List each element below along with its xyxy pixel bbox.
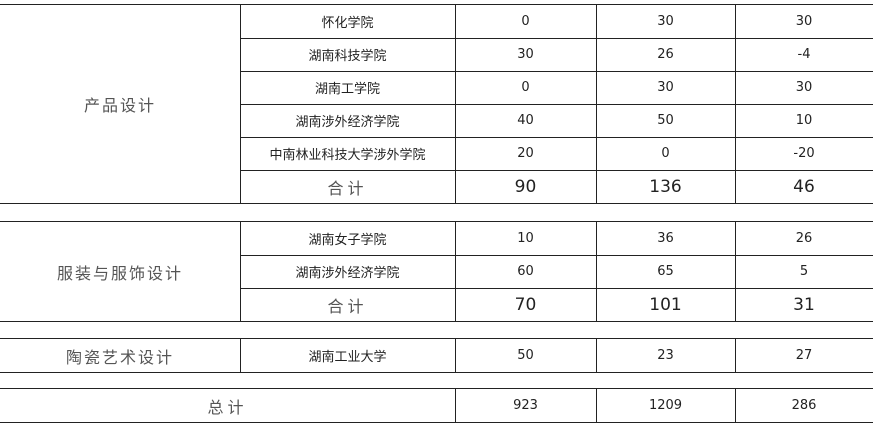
total-value-a: 923 (513, 398, 538, 413)
subtotal-value-c: 46 (793, 176, 815, 197)
row-divider (240, 137, 873, 138)
row-divider (240, 38, 873, 39)
column-divider (596, 389, 597, 422)
major-group: 产品设计 怀化学院 0 30 30 湖南科技学院 30 26 -4 湖南工学院 0 30 30 湖南涉外经… (0, 4, 873, 204)
value-a: 0 (521, 80, 530, 95)
value-c: 26 (795, 231, 813, 246)
subtotal-value-a: 70 (514, 294, 537, 315)
value-a: 60 (517, 264, 534, 279)
value-a: 10 (517, 231, 534, 246)
subtotal-value-b: 136 (649, 176, 682, 197)
major-name: 陶瓷艺术设计 (65, 347, 174, 367)
row-divider (240, 104, 873, 105)
value-a: 0 (521, 14, 530, 29)
subtotal-value-c: 31 (793, 294, 815, 315)
column-divider (455, 389, 456, 422)
column-divider (735, 222, 736, 321)
school-name: 湖南涉外经济学院 (295, 266, 400, 281)
column-divider (455, 339, 456, 372)
row-divider (240, 71, 873, 72)
value-b: 36 (657, 231, 674, 246)
total-value-b: 1209 (648, 398, 683, 413)
major-group: 陶瓷艺术设计 湖南工业大学 50 23 27 (0, 338, 873, 373)
value-b: 23 (657, 348, 674, 363)
value-b: 0 (661, 146, 670, 161)
value-c: 27 (795, 348, 813, 363)
value-a: 50 (517, 348, 534, 363)
column-divider (596, 222, 597, 321)
school-name: 湖南涉外经济学院 (295, 115, 400, 130)
major-name: 服装与服饰设计 (56, 263, 183, 283)
school-name: 湖南女子学院 (308, 233, 387, 248)
school-name: 湖南科技学院 (308, 49, 387, 64)
subtotal-label: 合计 (327, 178, 368, 198)
value-a: 20 (517, 146, 534, 161)
school-name: 怀化学院 (321, 16, 374, 31)
column-divider (240, 339, 241, 372)
value-b: 50 (657, 113, 674, 128)
column-divider (455, 222, 456, 321)
row-divider (240, 170, 873, 171)
value-a: 30 (517, 47, 534, 62)
value-b: 30 (657, 80, 674, 95)
value-c: 5 (799, 264, 809, 279)
value-c: -4 (797, 47, 811, 62)
value-a: 40 (517, 113, 534, 128)
value-b: 30 (657, 14, 674, 29)
school-name: 湖南工业大学 (308, 350, 387, 365)
subtotal-label: 合计 (327, 296, 368, 316)
value-c: 30 (795, 80, 813, 95)
column-divider (735, 339, 736, 372)
row-divider (240, 288, 873, 289)
total-label: 总计 (207, 397, 248, 417)
column-divider (240, 222, 241, 321)
total-value-c: 286 (791, 398, 817, 413)
column-divider (735, 389, 736, 422)
total-row: 总计 923 1209 286 (0, 388, 873, 423)
value-c: -20 (793, 146, 815, 161)
school-name: 中南林业科技大学涉外学院 (269, 148, 426, 163)
value-c: 30 (795, 14, 813, 29)
row-divider (240, 255, 873, 256)
value-b: 65 (657, 264, 674, 279)
major-name: 产品设计 (83, 96, 156, 115)
subtotal-value-a: 90 (514, 176, 537, 197)
column-divider (596, 339, 597, 372)
subtotal-value-b: 101 (649, 294, 682, 315)
value-b: 26 (657, 47, 674, 62)
school-name: 湖南工学院 (314, 82, 380, 97)
major-group: 服装与服饰设计 湖南女子学院 10 36 26 湖南涉外经济学院 60 65 5 合计 70 101 3… (0, 221, 873, 322)
value-c: 10 (795, 113, 813, 128)
